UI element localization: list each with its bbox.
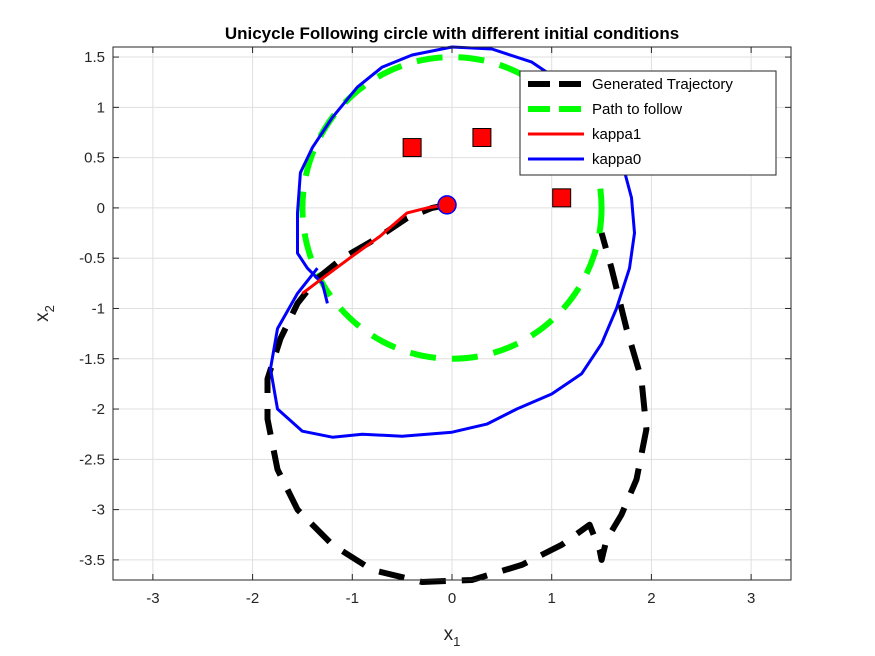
kappa0-line	[269, 45, 636, 439]
axes	[112, 46, 792, 581]
y-tick-label: -1	[92, 300, 105, 317]
y-tick-label: -2	[92, 401, 105, 418]
obstacle-square-marker	[402, 138, 422, 158]
x-tick-label: 3	[747, 590, 755, 607]
path-to-follow-line	[299, 54, 605, 362]
data-markers	[402, 128, 572, 215]
y-tick-label: -2.5	[79, 451, 105, 468]
y-tick-label: 0	[97, 200, 105, 217]
y-axis-label-base: x	[32, 312, 53, 322]
y-axis-label: x2	[32, 305, 57, 322]
y-tick-label: -3.5	[79, 552, 105, 569]
generated-trajectory-line	[264, 201, 650, 585]
legend-entry-label: kappa1	[592, 126, 641, 143]
y-tick-label: -0.5	[79, 250, 105, 267]
x-tick-label: 1	[548, 590, 556, 607]
legend-entry-label: Generated Trajectory	[592, 76, 733, 93]
legend-entry-label: kappa0	[592, 151, 641, 168]
x-axis-label-base: x	[444, 624, 454, 645]
start-circle-marker	[437, 195, 457, 215]
y-axis-label-subscript: 2	[42, 305, 57, 312]
y-tick-label: 1.5	[84, 49, 105, 66]
y-tick-label: -3	[92, 502, 105, 519]
x-tick-label: -3	[146, 590, 159, 607]
data-series	[264, 45, 650, 585]
obstacle-square-marker	[552, 188, 572, 208]
x-tick-label: 0	[448, 590, 456, 607]
y-tick-label: 0.5	[84, 150, 105, 167]
x-axis-label: x1	[444, 624, 461, 649]
chart-title: Unicycle Following circle with different…	[225, 24, 679, 43]
legend-entry-label: Path to follow	[592, 101, 682, 118]
x-tick-label: -1	[346, 590, 359, 607]
legend: Generated Trajectory Path to follow kappa1…	[519, 70, 777, 176]
obstacle-square-marker	[472, 128, 492, 148]
y-tick-label: 1	[97, 99, 105, 116]
x-tick-label: -2	[246, 590, 259, 607]
kappa1-line	[301, 203, 448, 295]
x-tick-label: 2	[647, 590, 655, 607]
y-tick-label: -1.5	[79, 351, 105, 368]
tick-labels: -3 -2 -1 0 1 2 3 1.5 1 0.5 0 -0.5 -1 -1.5 -2 -2.5 -3 -3.5	[79, 49, 755, 607]
x-axis-label-subscript: 1	[453, 634, 460, 649]
